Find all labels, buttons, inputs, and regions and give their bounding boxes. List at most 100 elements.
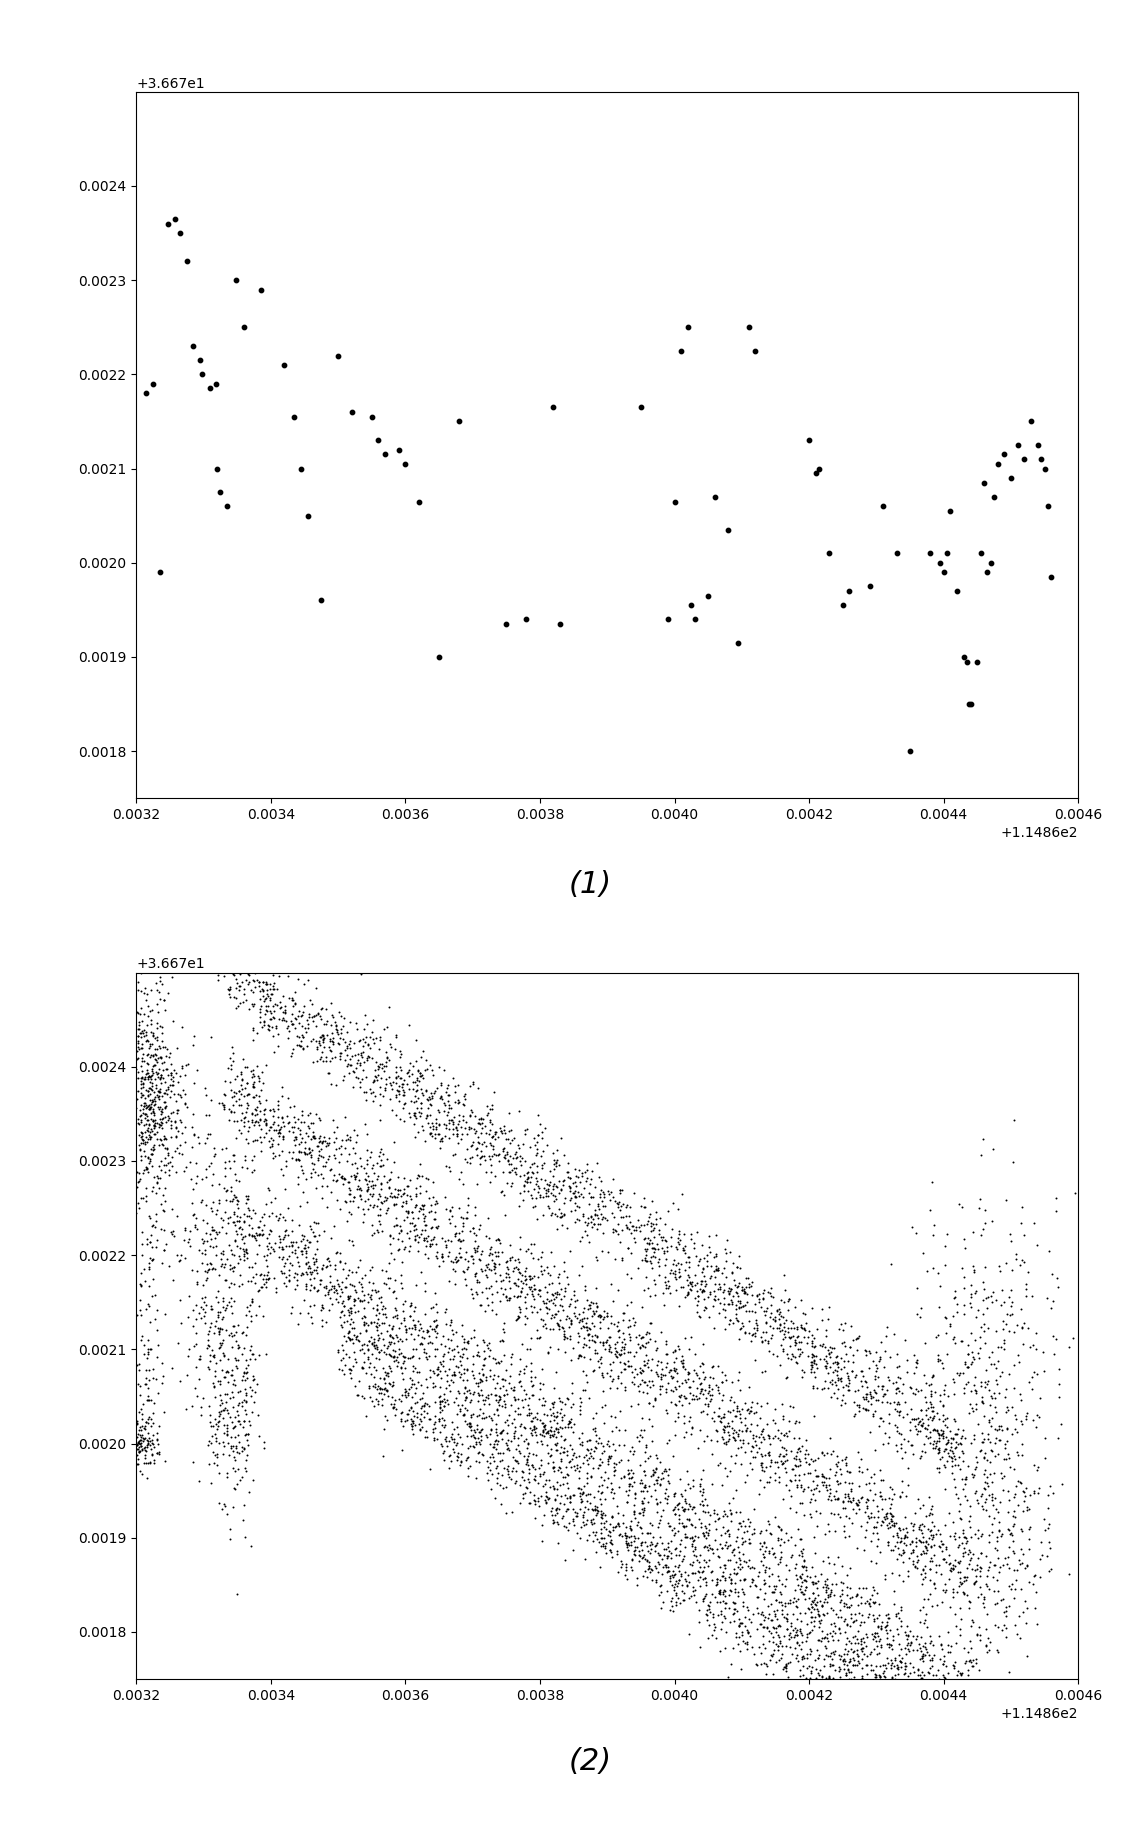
Point <box>486 1373 504 1402</box>
Point <box>880 1508 898 1538</box>
Point <box>420 1108 438 1138</box>
Point <box>473 1360 491 1389</box>
Point <box>997 1382 1015 1411</box>
Point <box>340 1294 359 1323</box>
Point <box>311 1044 329 1073</box>
Point <box>486 1380 504 1409</box>
Point <box>886 1374 905 1404</box>
Point <box>600 1362 619 1391</box>
Point <box>465 1422 484 1451</box>
Point <box>799 1341 817 1371</box>
Point <box>695 1552 713 1582</box>
Point <box>508 1424 527 1453</box>
Point <box>763 1560 781 1589</box>
Point <box>816 1332 834 1362</box>
Point <box>891 1606 909 1635</box>
Point <box>565 1409 583 1439</box>
Point <box>751 1519 770 1549</box>
Point <box>448 1442 466 1472</box>
Point <box>644 1242 662 1272</box>
Point <box>237 1125 255 1154</box>
Point <box>900 1648 918 1677</box>
Point <box>885 1512 903 1541</box>
Point <box>217 1185 235 1215</box>
Point <box>415 1299 434 1329</box>
Point <box>588 1492 606 1521</box>
Point <box>187 1290 205 1319</box>
Point <box>333 1275 351 1305</box>
Point <box>150 1077 168 1107</box>
Point <box>948 1297 966 1327</box>
Point <box>916 1530 934 1560</box>
Point <box>402 1373 420 1402</box>
Point <box>597 1358 615 1387</box>
Point <box>624 1540 642 1569</box>
Point <box>1037 1284 1056 1314</box>
Point <box>235 1334 253 1363</box>
Point <box>225 1198 243 1228</box>
Point <box>864 1600 882 1629</box>
Point <box>465 1228 484 1257</box>
Point <box>1006 1483 1024 1512</box>
Point <box>561 1288 579 1318</box>
Point <box>133 1062 151 1092</box>
Point <box>825 1481 843 1510</box>
Point <box>665 1573 683 1602</box>
Point <box>821 1663 839 1692</box>
Point <box>263 1130 281 1160</box>
Point <box>526 1485 544 1514</box>
Point <box>706 483 724 512</box>
Point <box>831 1587 849 1617</box>
Point <box>942 1442 960 1472</box>
Point <box>142 1220 160 1250</box>
Point <box>308 1226 326 1255</box>
Point <box>445 1334 463 1363</box>
Point <box>972 1437 990 1466</box>
Point <box>791 1446 809 1475</box>
Point <box>498 1246 516 1275</box>
Point <box>210 1428 228 1457</box>
Point <box>790 1327 808 1356</box>
Point <box>158 1035 176 1064</box>
Point <box>737 1404 755 1433</box>
Point <box>843 1468 861 1497</box>
Point <box>802 1327 821 1356</box>
Point <box>330 1303 348 1332</box>
Point <box>731 1312 749 1341</box>
Point <box>986 1415 1004 1444</box>
Point <box>137 1182 155 1211</box>
Point <box>633 1488 651 1518</box>
Point <box>144 369 162 398</box>
Point <box>796 1585 814 1615</box>
Point <box>464 1376 482 1406</box>
Point <box>205 1312 224 1341</box>
Point <box>547 1185 565 1215</box>
Point <box>403 1196 421 1226</box>
Point <box>227 1217 245 1246</box>
Point <box>195 1286 213 1316</box>
Point <box>558 1270 577 1299</box>
Point <box>219 1367 237 1396</box>
Point <box>437 1310 455 1340</box>
Point <box>738 1615 756 1644</box>
Point <box>1016 1481 1034 1510</box>
Point <box>641 1248 659 1277</box>
Point <box>620 1459 638 1488</box>
Point <box>529 1323 547 1352</box>
Point <box>757 1650 775 1679</box>
Point <box>636 1472 654 1501</box>
Point <box>849 1374 867 1404</box>
Point <box>901 1415 919 1444</box>
Point <box>543 1501 561 1530</box>
Point <box>944 1380 962 1409</box>
Point <box>850 1391 868 1420</box>
Point <box>581 1294 599 1323</box>
Point <box>678 1565 696 1595</box>
Point <box>1011 1407 1029 1437</box>
Point <box>804 1652 822 1681</box>
Point <box>1003 1519 1022 1549</box>
Point <box>1000 1516 1018 1545</box>
Point <box>401 1209 419 1239</box>
Point <box>392 1174 410 1204</box>
Point <box>487 1140 505 1169</box>
